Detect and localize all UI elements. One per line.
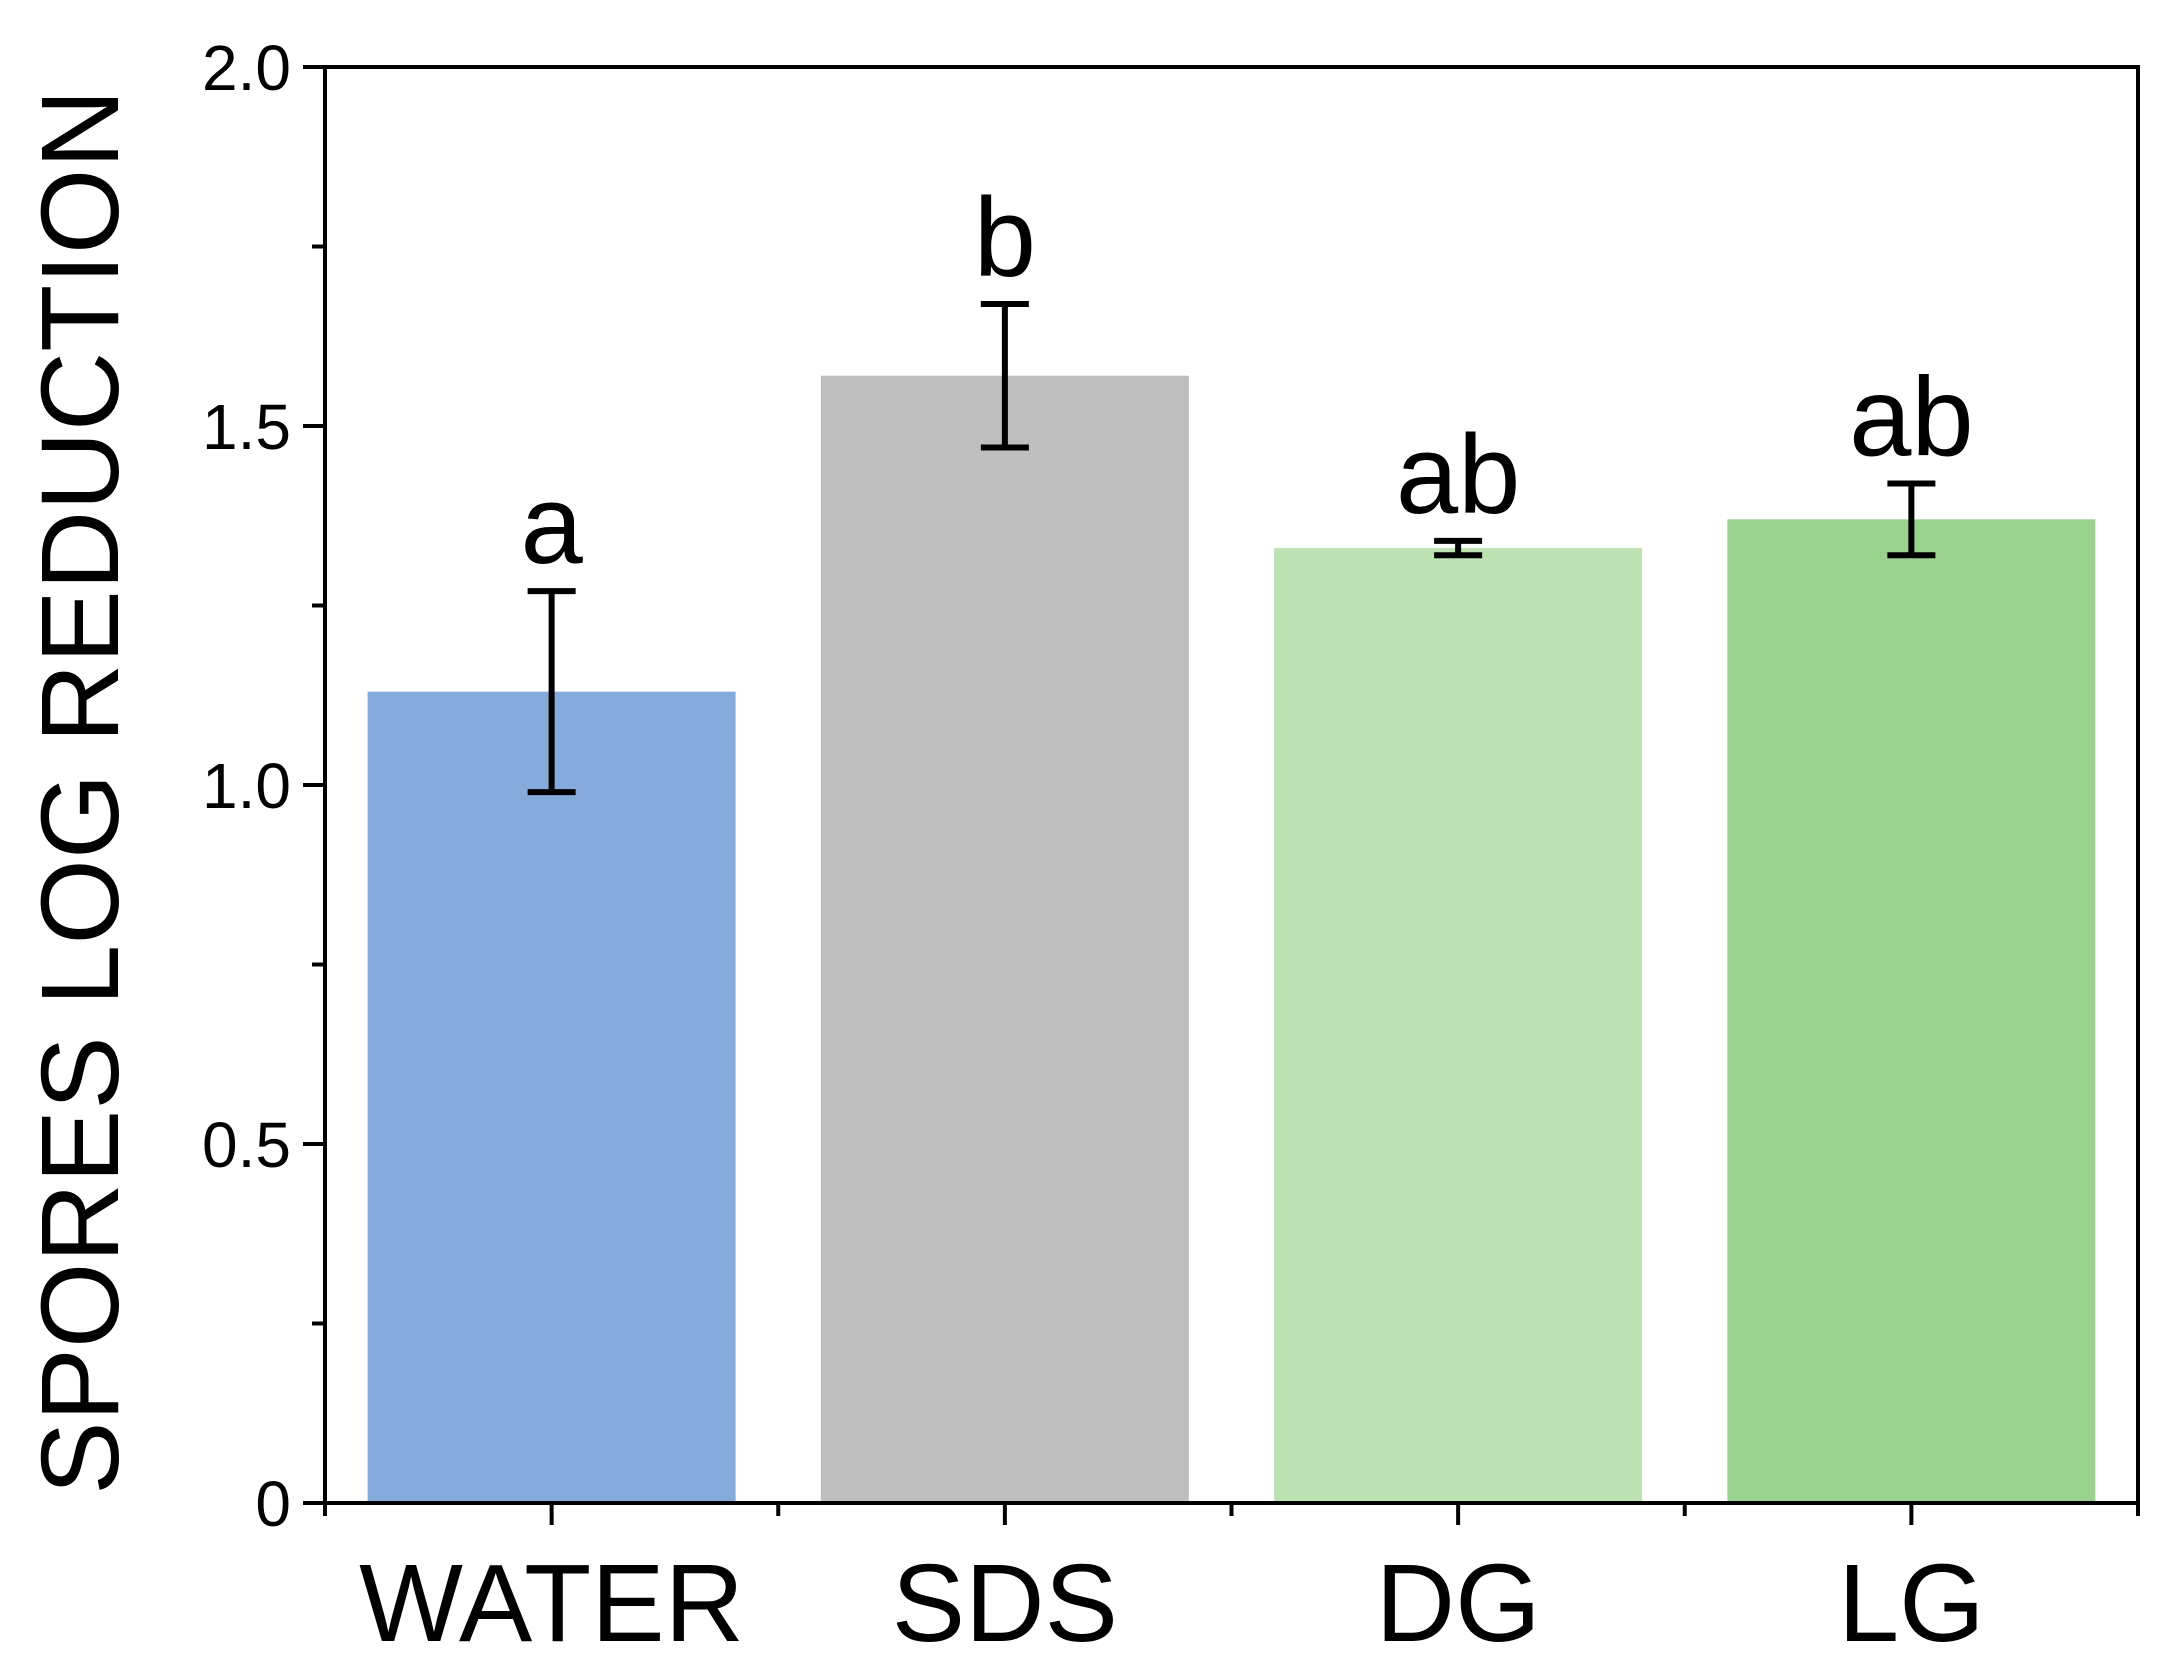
significance-label-lg: ab [1849, 354, 1974, 479]
x-tick-label-dg: DG [1376, 1542, 1541, 1662]
y-tick-label-0: 0 [255, 1468, 291, 1540]
error-bars-layer [527, 300, 1936, 796]
x-tick-label-water: WATER [359, 1542, 744, 1662]
bars-layer [367, 375, 2096, 1503]
error-bar-dg [1434, 537, 1483, 559]
significance-label-water: a [520, 462, 583, 587]
x-tick-label-lg: LG [1838, 1542, 1985, 1662]
error-bar-lg [1887, 480, 1936, 559]
axes-layer: WATER SDS DG LG 0 0.5 1.0 1.5 2.0 [202, 32, 2140, 1662]
y-tick-label-4: 2.0 [202, 32, 291, 104]
bar-sds [820, 375, 1189, 1503]
y-tick-label-1: 0.5 [202, 1109, 291, 1181]
y-tick-label-3: 1.5 [202, 391, 291, 463]
bar-lg [1727, 519, 2096, 1503]
significance-label-dg: ab [1396, 412, 1521, 537]
y-tick-label-2: 1.0 [202, 750, 291, 822]
error-bar-water [527, 588, 576, 796]
y-axis-title: SPORES LOG REDUCTION [19, 89, 142, 1495]
significance-label-sds: b [974, 175, 1036, 300]
error-bar-sds [980, 300, 1029, 451]
bar-water [367, 691, 736, 1503]
x-tick-label-sds: SDS [892, 1542, 1118, 1662]
plot-frame [323, 65, 2140, 1505]
bar-dg [1274, 548, 1643, 1503]
